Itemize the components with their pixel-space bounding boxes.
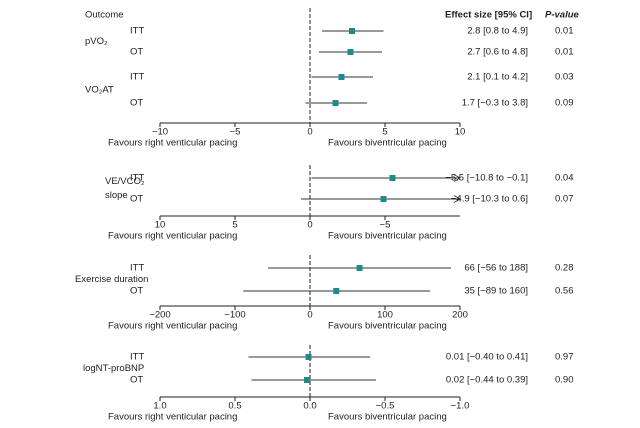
group-label: slope	[105, 190, 128, 201]
effect-label: 0.01 [−0.40 to 0.41]	[446, 352, 528, 363]
x-tick-label: −10	[152, 127, 168, 138]
row-label: ITT	[130, 263, 144, 274]
effect-label: 35 [−89 to 160]	[464, 286, 528, 297]
effect-label: 2.1 [0.1 to 4.2]	[467, 72, 528, 83]
x-tick-label: 5	[232, 220, 237, 231]
estimate-marker	[332, 100, 339, 106]
p-value: 0.56	[555, 286, 574, 297]
effect-label: 0.02 [−0.44 to 0.39]	[446, 375, 528, 386]
row-label: OT	[130, 98, 143, 109]
x-tick-label: −1.0	[451, 401, 470, 412]
group-label: Exercise duration	[75, 274, 148, 285]
row-label: ITT	[130, 72, 144, 83]
x-tick-label: −5	[380, 220, 391, 231]
row-label: ITT	[130, 352, 144, 363]
p-value: 0.28	[555, 263, 574, 274]
left-favour-label: Favours right venticular pacing	[108, 412, 237, 423]
x-tick-label: 10	[155, 220, 166, 231]
left-favour-label: Favours right venticular pacing	[108, 231, 237, 242]
x-tick-label: −5	[230, 127, 241, 138]
x-tick-label: 10	[455, 127, 466, 138]
right-favour-label: Favours biventricular pacing	[328, 321, 447, 332]
row-label: ITT	[130, 173, 144, 184]
p-value: 0.01	[555, 26, 574, 37]
p-value: 0.03	[555, 72, 574, 83]
x-tick-label: 200	[452, 310, 468, 321]
x-tick-label: 0.5	[228, 401, 241, 412]
x-tick-label: −100	[224, 310, 245, 321]
p-value: 0.09	[555, 98, 574, 109]
right-favour-label: Favours biventricular pacing	[328, 138, 447, 149]
outcome-header: Outcome	[85, 10, 124, 21]
x-tick-label: 5	[382, 127, 387, 138]
effect-header: Effect size [95% CI]	[445, 10, 532, 21]
effect-label: 2.7 [0.6 to 4.8]	[467, 47, 528, 58]
p-value: 0.04	[555, 173, 574, 184]
row-label: OT	[130, 194, 143, 205]
row-label: OT	[130, 375, 143, 386]
effect-label: 2.8 [0.8 to 4.9]	[467, 26, 528, 37]
p-value: 0.97	[555, 352, 574, 363]
estimate-marker	[333, 288, 340, 294]
estimate-marker	[347, 49, 354, 55]
estimate-marker	[349, 28, 355, 34]
estimate-marker	[305, 354, 312, 360]
p-value: 0.07	[555, 194, 574, 205]
effect-label: 1.7 [−0.3 to 3.8]	[462, 98, 528, 109]
right-favour-label: Favours biventricular pacing	[328, 412, 447, 423]
row-label: OT	[130, 47, 143, 58]
row-label: ITT	[130, 26, 144, 37]
estimate-marker	[356, 265, 363, 271]
x-tick-label: −0.5	[376, 401, 395, 412]
effect-label: −4.9 [−10.3 to 0.6]	[451, 194, 528, 205]
group-label: VO₂AT	[85, 85, 114, 96]
group-label: VE/VCO₂	[105, 176, 145, 187]
x-tick-label: 100	[377, 310, 393, 321]
row-label: OT	[130, 286, 143, 297]
estimate-marker	[304, 377, 310, 383]
x-tick-label: 0	[307, 220, 312, 231]
x-tick-label: −200	[149, 310, 170, 321]
ci-arrow	[453, 174, 461, 182]
x-tick-label: 1.0	[153, 401, 166, 412]
p-value: 0.90	[555, 375, 574, 386]
estimate-marker	[338, 74, 345, 80]
group-label: pVO₂	[85, 36, 108, 47]
p-value: 0.01	[555, 47, 574, 58]
x-tick-label: 0	[307, 127, 312, 138]
group-label: logNT-proBNP	[83, 363, 144, 374]
left-favour-label: Favours right venticular pacing	[108, 321, 237, 332]
estimate-marker	[380, 196, 387, 202]
effect-label: 66 [−56 to 188]	[464, 263, 528, 274]
x-tick-label: 0.0	[303, 401, 316, 412]
p-header: P-value	[545, 10, 580, 21]
estimate-marker	[389, 175, 396, 181]
left-favour-label: Favours right venticular pacing	[108, 138, 237, 149]
effect-label: −5.5 [−10.8 to −0.1]	[445, 173, 528, 184]
ci-arrow	[453, 195, 461, 203]
right-favour-label: Favours biventricular pacing	[328, 231, 447, 242]
x-tick-label: 0	[307, 310, 312, 321]
